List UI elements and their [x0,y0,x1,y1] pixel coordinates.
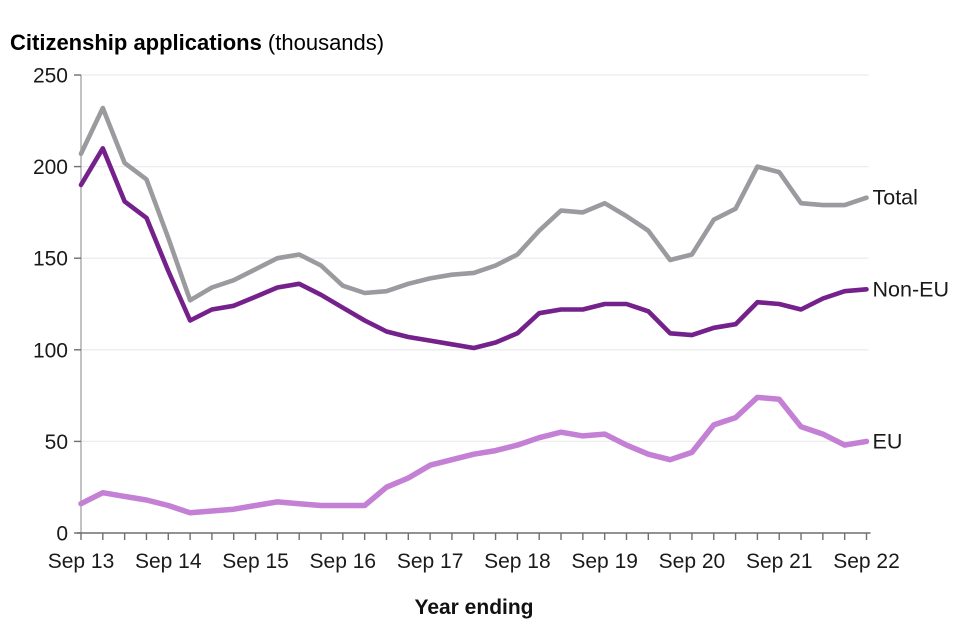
x-tick-label-Sep 20: Sep 20 [659,550,726,573]
x-tick-label-Sep 22: Sep 22 [833,550,900,573]
x-tick-label-Sep 18: Sep 18 [484,550,551,573]
y-tick-label-150: 150 [33,248,68,271]
x-tick-label-Sep 14: Sep 14 [135,550,202,573]
series-label-eu: EU [873,429,903,453]
chart-title-main: Citizenship applications [10,30,262,55]
x-tick-label-Sep 13: Sep 13 [48,550,115,573]
y-tick-label-50: 50 [45,431,68,454]
x-tick-label-Sep 19: Sep 19 [571,550,638,573]
y-tick-label-0: 0 [56,523,68,546]
x-axis-title: Year ending [414,596,534,619]
x-tick-label-Sep 21: Sep 21 [746,550,813,573]
series-line-eu [78,394,870,516]
series-line-total [78,105,869,303]
series-label-non-eu: Non-EU [873,277,949,301]
y-tick-label-250: 250 [33,65,68,88]
y-tick-label-100: 100 [33,339,68,362]
x-tick-label-Sep 17: Sep 17 [397,550,464,573]
series-line-non-eu [78,146,869,351]
x-tick-label-Sep 15: Sep 15 [222,550,289,573]
chart-title-unit: (thousands) [261,30,385,55]
x-tick-label-Sep 16: Sep 16 [310,550,377,573]
series-label-total: Total [873,186,918,210]
chart-title: Citizenship applications (thousands) [10,30,384,56]
y-tick-label-200: 200 [33,156,68,179]
